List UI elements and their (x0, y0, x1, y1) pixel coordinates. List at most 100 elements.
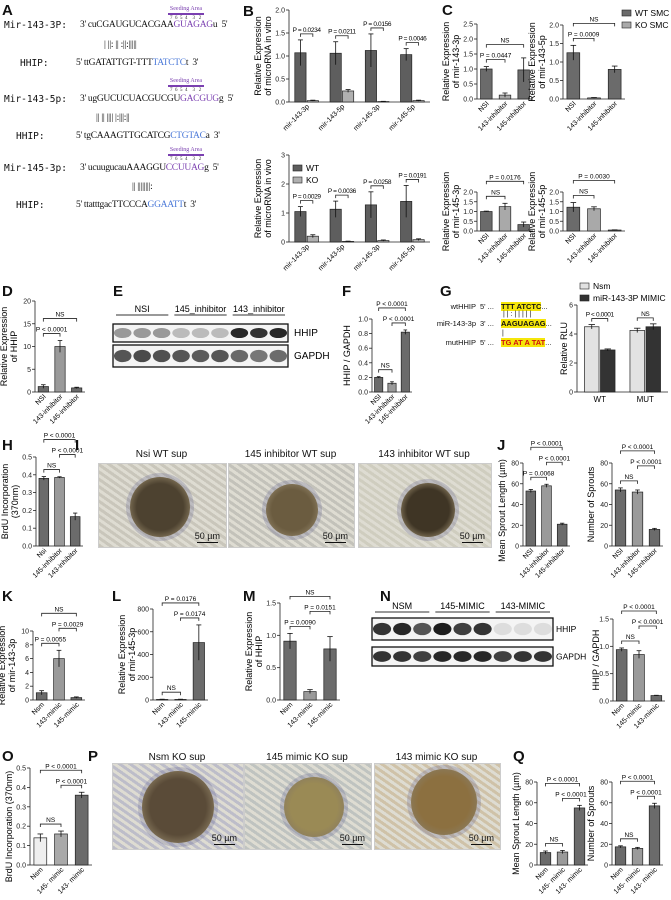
bar (645, 326, 661, 393)
y-axis-label: of mir-145-5p (537, 185, 547, 239)
y-axis-label: Mean Sprout Length (µm) (497, 459, 507, 562)
y-tick-label: 20 (600, 842, 608, 849)
y-axis-label: Relative Expression (441, 172, 451, 252)
x-tick-label: mir-145-5p (388, 243, 417, 272)
bar (498, 206, 512, 232)
y-tick-label: 1.0 (463, 209, 473, 216)
y-tick-label: 2 (25, 684, 29, 691)
y-axis-label: Mean Sprout Length (µm) (511, 772, 521, 875)
blot-band (133, 327, 151, 339)
blot-band (269, 349, 288, 363)
significance-bracket (405, 42, 419, 46)
blot-row-label: HHIP (556, 624, 577, 634)
significance-label: NS (47, 463, 57, 470)
highlighted-sequence: AAGUAGAG (501, 319, 546, 328)
significance-bracket (42, 318, 78, 322)
y-tick-label: 1.5 (549, 199, 559, 206)
base-pairing: || ||||||||: (132, 182, 153, 192)
bar (614, 846, 627, 866)
significance-bracket (545, 782, 580, 787)
significance-label: P = 0.0234 (293, 27, 322, 34)
blot-band (152, 327, 171, 339)
sequence-end: 3' ... (480, 319, 494, 328)
y-tick-label: 20 (23, 299, 31, 306)
blot-band (230, 349, 249, 363)
significance-bracket (638, 625, 657, 629)
x-tick-label: mir-145-3p (353, 103, 382, 132)
y-tick-label: 0.0 (358, 390, 368, 397)
scale-bar: 50 µm (322, 531, 348, 543)
bar (615, 649, 628, 702)
sequence: AAGUAGAG... (501, 319, 552, 328)
significance-bracket (562, 797, 580, 802)
y-tick-label: 0.0 (16, 863, 26, 870)
significance-label: NS (626, 634, 636, 641)
micrograph-title: 143 mimic KO sup (395, 752, 478, 763)
significance-bracket (335, 35, 349, 39)
y-tick-label: 0.5 (463, 82, 473, 89)
significance-label: P = 0.0046 (398, 36, 427, 43)
significance-label: P = 0.0009 (568, 31, 600, 38)
target-sequence: 5' ttGATATTGT-TTTTATCTCt 3' (76, 58, 199, 68)
blot-band (113, 349, 132, 363)
significance-label: NS (167, 685, 177, 692)
significance-bracket (161, 691, 181, 696)
y-axis-label: of mir-143-3p (451, 35, 461, 89)
seed-position-numbers: 7 6 5 4 3 2 (170, 88, 202, 93)
chart-G: 0 2 4 6 Relative RLU WT MUT P < 0.0001 NS (559, 303, 668, 404)
y-tick-label: 0.2 (16, 824, 26, 831)
y-tick-label: 80 (600, 461, 608, 468)
legend-swatch (292, 176, 303, 184)
blot-band (113, 327, 132, 339)
bar (342, 90, 355, 103)
text: 5' ttGATATTGT-TTT (76, 58, 153, 68)
significance-label: NS (624, 474, 634, 481)
text: 5' tgCAAAGTTGCATCG (76, 131, 171, 141)
bar (587, 208, 601, 232)
y-tick-label: 5 (27, 367, 31, 374)
bar (648, 805, 661, 866)
spheroid-micrograph: 50 µm (244, 763, 372, 850)
y-axis-label: Relative Expression (441, 22, 451, 102)
y-tick-label: 0.5 (266, 665, 276, 672)
bar (283, 640, 297, 701)
seed-sequence: CTGTAC (170, 131, 206, 141)
significance-bracket (485, 180, 525, 185)
significance-label: P < 0.0001 (622, 774, 654, 781)
y-tick-label: 10 (23, 344, 31, 351)
scale-bar: 50 µm (339, 833, 365, 845)
significance-label: P = 0.0029 (293, 194, 322, 201)
bar (631, 848, 644, 866)
y-tick-label: 10 (21, 629, 29, 636)
blot-band (433, 622, 452, 636)
panel-label: L (112, 588, 122, 605)
significance-bracket (378, 307, 406, 311)
bar (480, 68, 493, 100)
seed-position-numbers: 7 6 5 4 3 2 (170, 16, 202, 21)
significance-bracket (43, 439, 76, 443)
x-tick-label: NSI (478, 100, 491, 113)
significance-label: NS (55, 312, 65, 319)
y-tick-label: 40 (600, 821, 608, 828)
y-tick-label: 0.0 (549, 97, 559, 104)
micrograph-title: 145 mimic KO sup (266, 752, 348, 763)
mirna-sequence: 3' ucuugucauAAAGGUCCUUAGg 5' (80, 163, 219, 173)
mirna-name: Mir-145-3p: (4, 163, 67, 174)
y-tick-label: 0.1 (22, 526, 32, 533)
y-axis-label: HHIP / GAPDH (342, 325, 352, 386)
significance-bracket (300, 33, 314, 37)
mirna-sequence: 3' cuCGAUGUCACGAAGUAGAGu 5' (80, 20, 228, 30)
significance-bracket (300, 200, 314, 204)
x-tick-label: Nsm (30, 866, 45, 881)
y-tick-label: 3 (281, 153, 285, 160)
significance-label: P = 0.0068 (523, 470, 555, 477)
y-tick-label: 400 (137, 652, 149, 659)
blot-band (413, 622, 432, 636)
x-tick-label: Nsi (36, 547, 48, 559)
blot-band (513, 651, 532, 662)
bar (400, 331, 410, 393)
y-tick-label: 0.5 (599, 671, 609, 678)
bar (633, 654, 645, 702)
significance-bracket (370, 27, 384, 31)
